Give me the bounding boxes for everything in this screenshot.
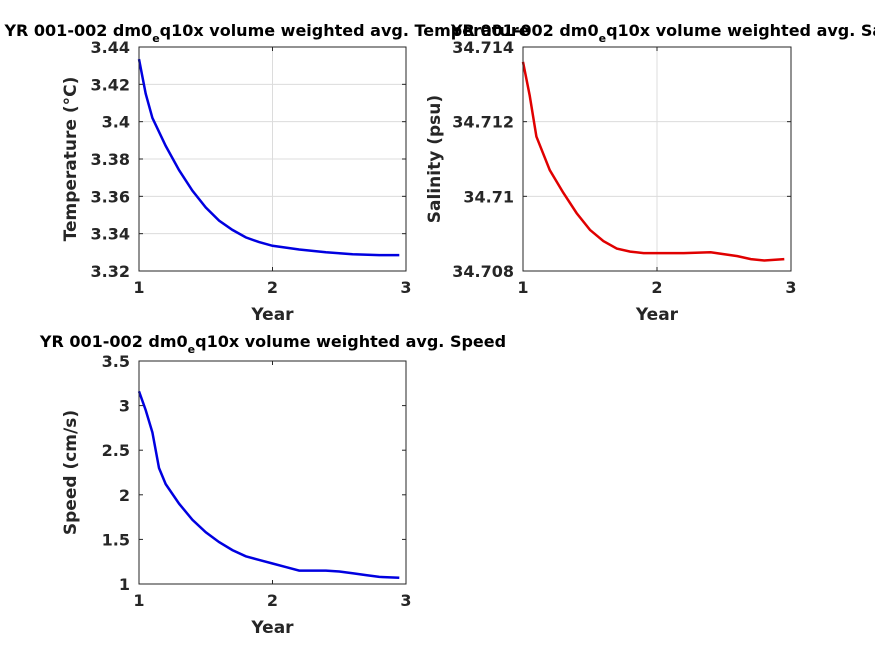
temperature-y-tick-label: 3.38 (91, 150, 130, 169)
temperature-panel: 1 2 3 3.32 3.34 3.36 3.38 3.4 3.42 3.44 YR 001-00… (3, 21, 529, 325)
salinity-y-tick-label: 34.714 (452, 38, 514, 57)
speed-x-axis-label: Year (250, 618, 294, 638)
salinity-y-tick-label: 34.71 (463, 187, 514, 206)
speed-x-tick-label: 1 (133, 591, 144, 610)
speed-panel: 1 2 3 1 1.5 2 2.5 3 3.5 YR 001-002 dm0eq10x volu… (39, 332, 506, 638)
temperature-x-tick-label: 3 (400, 278, 411, 297)
salinity-y-tick-label: 34.712 (452, 113, 514, 132)
salinity-chart-title: YR 001-002 dm0eq10x volume weighted avg.… (450, 21, 875, 45)
salinity-x-tick-label: 1 (517, 278, 528, 297)
speed-x-tick-label: 3 (400, 591, 411, 610)
speed-y-tick-label: 1.5 (102, 530, 130, 549)
speed-chart-title: YR 001-002 dm0eq10x volume weighted avg.… (39, 332, 506, 356)
temperature-y-tick-label: 3.36 (91, 187, 130, 206)
speed-x-tick-label: 2 (267, 591, 278, 610)
salinity-x-tick-label: 2 (651, 278, 662, 297)
speed-series-line (137, 390, 400, 580)
temperature-y-tick-label: 3.4 (102, 113, 130, 132)
temperature-chart-title: YR 001-002 dm0eq10x volume weighted avg.… (3, 21, 529, 45)
speed-y-tick-label: 3.5 (102, 352, 130, 371)
temperature-y-tick-label: 3.34 (91, 225, 130, 244)
salinity-x-axis-label: Year (635, 305, 679, 325)
salinity-y-axis-label: Salinity (psu) (425, 95, 445, 223)
salinity-panel: 1 2 3 34.708 34.71 34.712 34.714 YR 001-002 dm… (425, 21, 875, 325)
speed-y-tick-label: 2 (119, 486, 130, 505)
temperature-y-tick-label: 3.32 (91, 262, 130, 281)
speed-axes-frame (138, 360, 407, 585)
salinity-x-tick-label: 3 (785, 278, 796, 297)
temperature-series-line (137, 58, 400, 257)
salinity-y-tick-label: 34.708 (452, 262, 514, 281)
speed-y-tick-label: 1 (119, 575, 130, 594)
temperature-y-tick-label: 3.44 (91, 38, 130, 57)
temperature-y-axis-label: Temperature (°C) (61, 77, 81, 242)
temperature-x-tick-label: 2 (267, 278, 278, 297)
salinity-series-line (521, 61, 785, 262)
speed-y-axis-label: Speed (cm/s) (61, 410, 81, 535)
temperature-x-tick-label: 1 (133, 278, 144, 297)
temperature-y-tick-label: 3.42 (91, 75, 130, 94)
temperature-x-axis-label: Year (250, 305, 294, 325)
speed-y-tick-label: 2.5 (102, 441, 130, 460)
speed-y-tick-label: 3 (119, 397, 130, 416)
